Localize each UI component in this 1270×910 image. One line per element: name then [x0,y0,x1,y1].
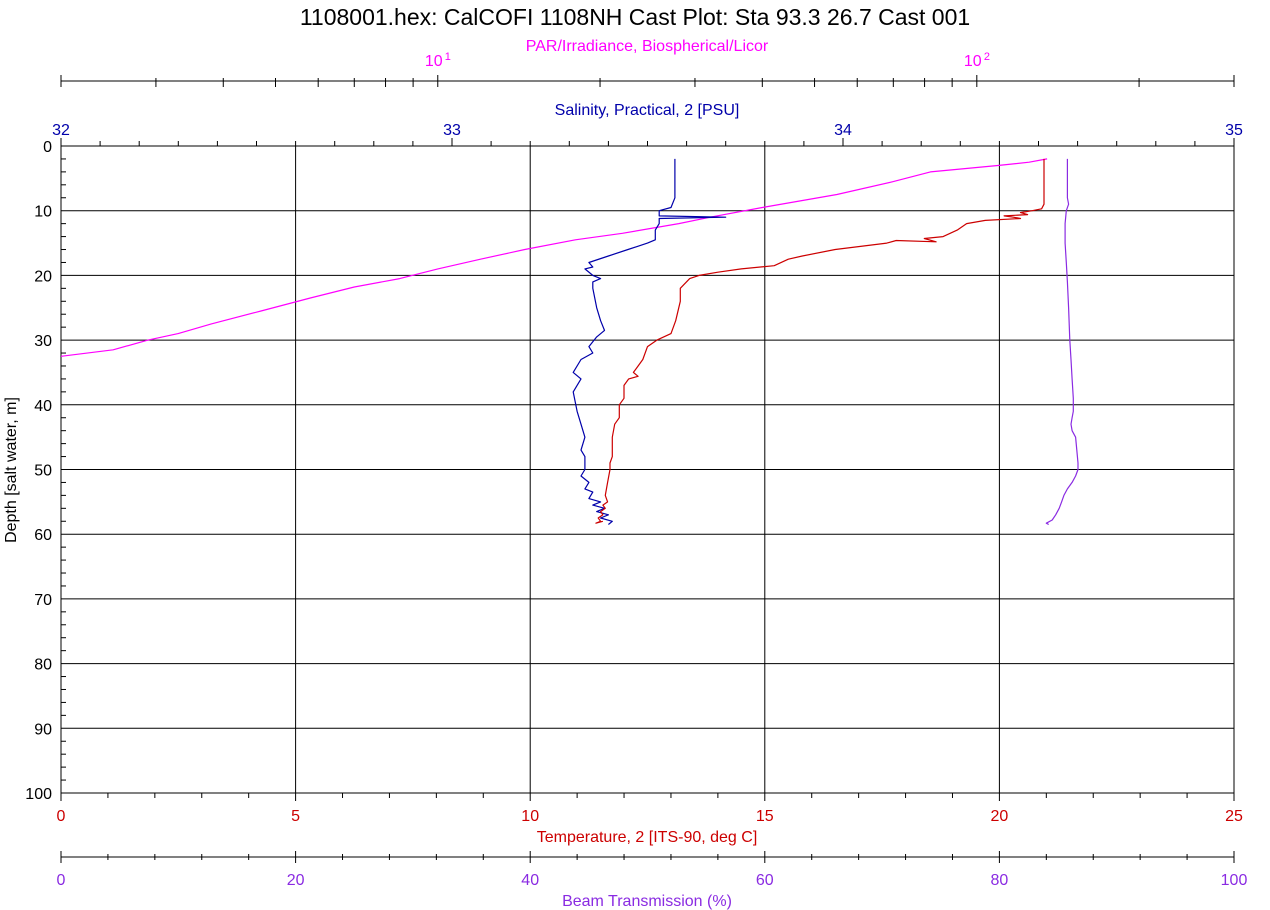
salinity-tick-label: 34 [834,122,852,139]
beam-tick-label: 80 [991,872,1009,889]
par-tick-label: 10 [425,53,443,70]
series-temperature-line [595,158,1045,524]
series-beam-line [1045,158,1079,526]
depth-tick-label: 20 [34,268,52,285]
depth-tick-label: 40 [34,398,52,415]
plot-grid [60,145,1235,794]
salinity-axis-label: Salinity, Practical, 2 [PSU] [555,102,740,119]
series-salinity-line [572,158,727,525]
depth-tick-label: 50 [34,463,52,480]
depth-axis-label: Depth [salt water, m] [3,397,20,543]
depth-tick-label: 70 [34,592,52,609]
beam-tick-label: 20 [287,872,305,889]
beam-axis-label: Beam Transmission (%) [562,893,732,910]
depth-tick-label: 100 [25,786,52,803]
depth-tick-label: 0 [43,139,52,156]
depth-tick-label: 30 [34,333,52,350]
temperature-tick-label: 20 [991,808,1009,825]
par-tick-exponent: 1 [445,51,451,63]
temperature-tick-label: 10 [521,808,539,825]
series-layer [60,158,1079,526]
temperature-tick-label: 15 [756,808,774,825]
temperature-tick-label: 25 [1225,808,1243,825]
beam-tick-label: 100 [1221,872,1248,889]
depth-tick-label: 60 [34,527,52,544]
par-tick-exponent: 2 [984,51,990,63]
salinity-tick-label: 35 [1225,122,1243,139]
depth-axis: 0 10 20 30 40 50 60 70 80 90 100 [25,139,66,803]
depth-tick-label: 80 [34,657,52,674]
salinity-axis: 32 33 34 35 [52,122,1243,146]
par-axis-label: PAR/Irradiance, Biospherical/Licor [526,38,769,55]
beam-tick-label: 60 [756,872,774,889]
beam-tick-label: 40 [521,872,539,889]
salinity-tick-label: 32 [52,122,70,139]
salinity-tick-label: 33 [443,122,461,139]
temperature-tick-label: 0 [57,808,66,825]
par-axis: 10 1 10 2 [60,51,1235,87]
par-tick-label: 10 [964,53,982,70]
temperature-axis-label: Temperature, 2 [ITS-90, deg C] [537,829,758,846]
beam-tick-label: 0 [57,872,66,889]
temperature-tick-label: 5 [291,808,300,825]
depth-tick-label: 10 [34,204,52,221]
depth-tick-label: 90 [34,721,52,738]
temperature-axis: 0 5 10 15 20 25 [57,793,1243,825]
chart-title: 1108001.hex: CalCOFI 1108NH Cast Plot: S… [300,4,970,30]
beam-axis: 0 20 40 60 80 100 [57,851,1248,889]
series-par-line [60,158,1048,357]
